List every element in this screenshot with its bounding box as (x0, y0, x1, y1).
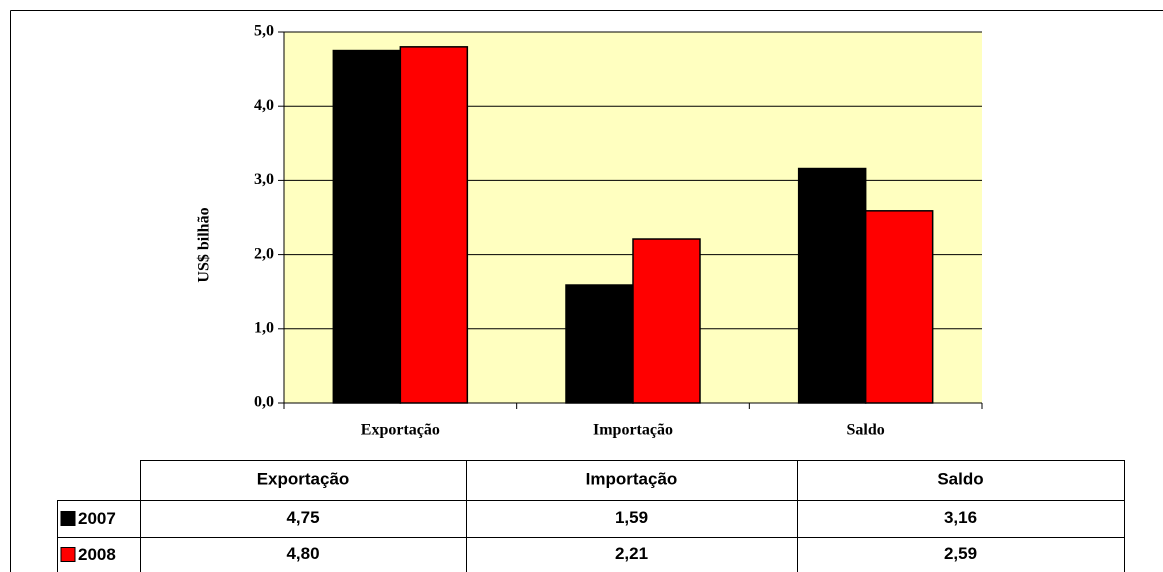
bar (797, 167, 867, 404)
y-tick-label: 3,0 (254, 171, 274, 188)
y-tick-label: 0,0 (254, 394, 274, 411)
table-value: 3,16 (944, 508, 977, 527)
y-tick-label: 4,0 (254, 97, 274, 114)
table-value: 4,80 (286, 544, 319, 563)
y-axis-label: US$ bilhão (196, 207, 213, 282)
legend-swatch (60, 547, 76, 562)
y-tick-label: 5,0 (254, 23, 274, 40)
y-tick-label: 1,0 (254, 319, 274, 336)
legend-label: 2008 (78, 545, 116, 564)
x-tick-label: Saldo (847, 422, 885, 439)
bar (864, 210, 934, 404)
x-tick-label: Exportação (361, 422, 440, 439)
table-header: Importação (586, 469, 678, 488)
table-value: 1,59 (615, 508, 648, 527)
y-tick-label: 2,0 (254, 245, 274, 262)
bar (399, 46, 469, 404)
bar (332, 49, 402, 404)
legend-label: 2007 (78, 509, 116, 528)
x-tick-label: Importação (593, 422, 673, 439)
table-header: Exportação (257, 469, 350, 488)
bar (632, 238, 701, 404)
bar (565, 284, 634, 404)
legend-swatch (60, 511, 76, 526)
table-value: 4,75 (286, 508, 319, 527)
table-cell (797, 537, 1125, 572)
table-header: Saldo (937, 469, 983, 488)
table-value: 2,59 (944, 544, 977, 563)
table-value: 2,21 (615, 544, 648, 563)
